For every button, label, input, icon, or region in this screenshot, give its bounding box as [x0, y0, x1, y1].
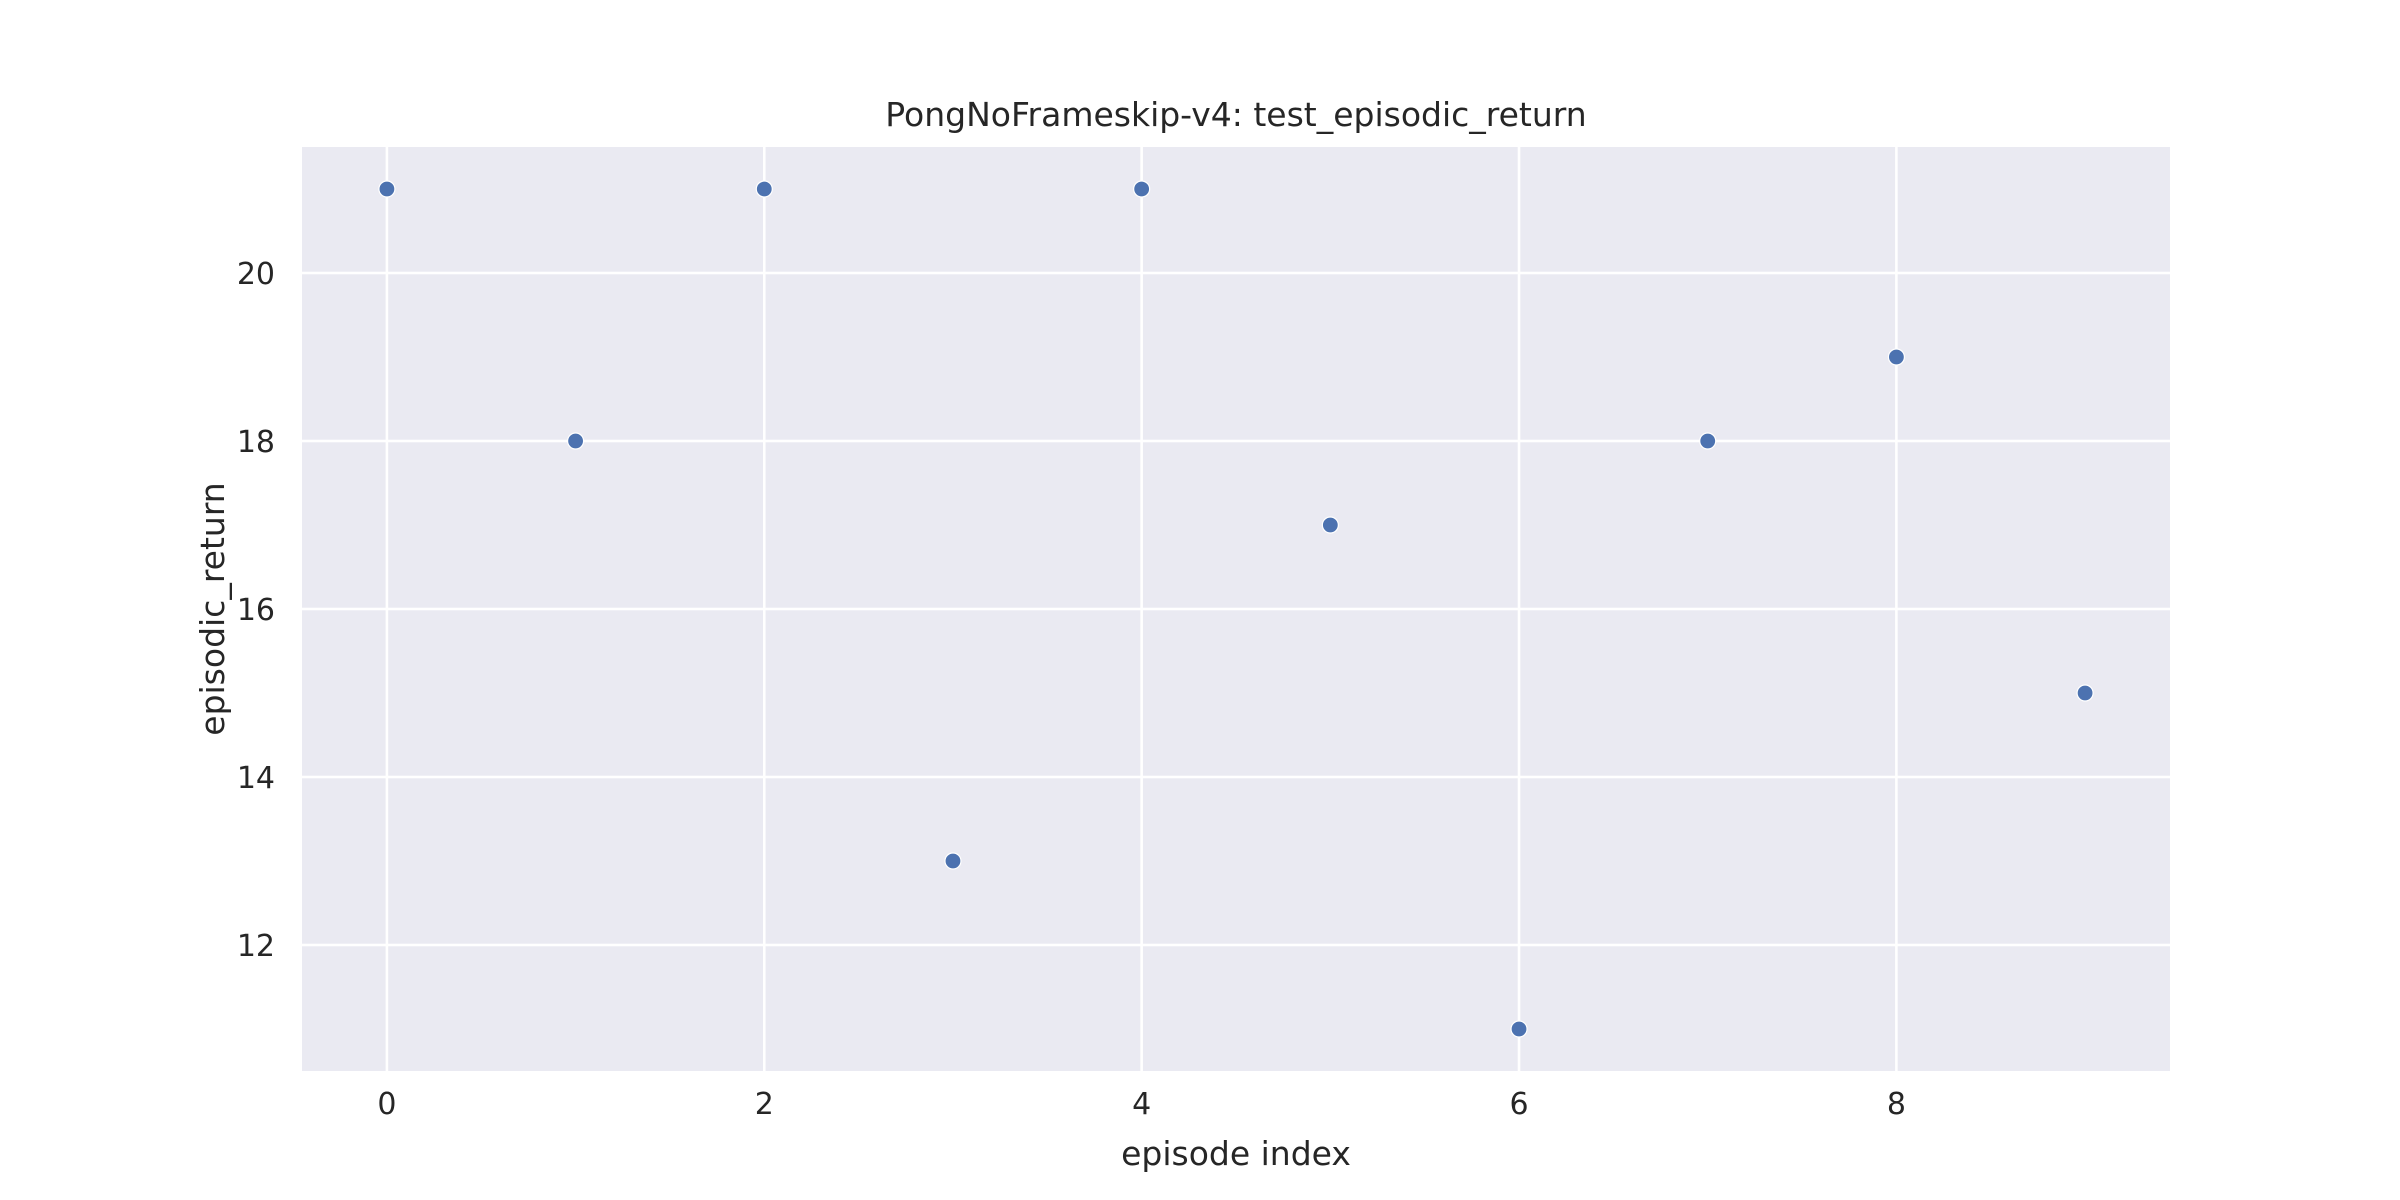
- data-points: [378, 180, 2094, 1038]
- y-axis-label: episodic_return: [193, 482, 232, 735]
- data-point: [1510, 1020, 1528, 1038]
- data-point: [755, 180, 773, 198]
- x-tick-label: 8: [1887, 1087, 1906, 1122]
- data-point: [1321, 516, 1339, 534]
- data-point: [2076, 684, 2094, 702]
- y-tick-label: 16: [237, 593, 275, 628]
- chart-title: PongNoFrameskip-v4: test_episodic_return: [885, 95, 1586, 134]
- data-point: [1699, 432, 1717, 450]
- grid-lines: [302, 147, 2170, 1071]
- x-tick-label: 4: [1132, 1087, 1151, 1122]
- y-tick-label: 12: [237, 929, 275, 964]
- y-tick-label: 20: [237, 257, 275, 292]
- data-point: [378, 180, 396, 198]
- y-tick-label: 14: [237, 761, 275, 796]
- x-tick-label: 6: [1509, 1087, 1528, 1122]
- x-axis-ticks: 0 2 4 6 8: [377, 1087, 1906, 1122]
- y-axis-ticks: 12 14 16 18 20: [237, 257, 275, 964]
- data-point: [944, 852, 962, 870]
- data-point: [566, 432, 585, 450]
- x-tick-label: 2: [755, 1087, 774, 1122]
- x-axis-label: episode index: [1121, 1134, 1351, 1173]
- y-tick-label: 18: [237, 425, 275, 460]
- x-tick-label: 0: [377, 1087, 396, 1122]
- data-point: [1133, 180, 1151, 198]
- data-point: [1887, 348, 1906, 366]
